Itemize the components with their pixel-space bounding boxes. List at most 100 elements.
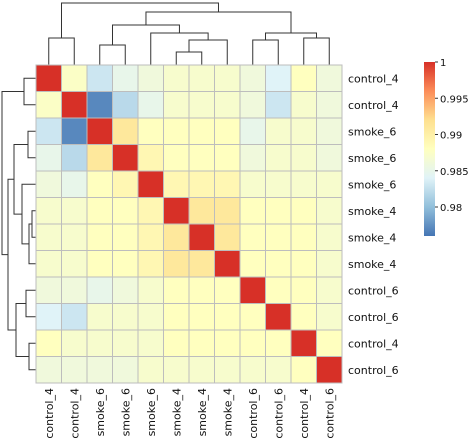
row-label: control_6 (348, 364, 399, 377)
row-label: control_4 (348, 72, 399, 85)
heatmap-cell (86, 303, 113, 331)
heatmap-cell (35, 356, 62, 384)
heatmap-cell (61, 276, 88, 304)
heatmap-cell (35, 223, 62, 251)
heatmap-cell (112, 356, 139, 384)
heatmap-cell (137, 250, 164, 278)
row-label: control_4 (348, 99, 399, 112)
heatmap-cell (163, 276, 190, 304)
column-label: smoke_4 (196, 388, 209, 436)
colorbar-gradient (424, 62, 435, 236)
dendrogram-branch (13, 144, 28, 215)
heatmap-cell (61, 197, 88, 225)
heatmap-cell (239, 303, 266, 331)
heatmap-cell (35, 303, 62, 331)
heatmap-cell (188, 356, 215, 384)
heatmap-cell (137, 303, 164, 331)
dendrogram-branch (23, 77, 36, 106)
heatmap-cell (86, 329, 113, 357)
heatmap-cell (214, 276, 241, 304)
heatmap-cell (239, 64, 266, 92)
colorbar-tick-label: 0.995 (440, 94, 469, 105)
heatmap-cell (112, 117, 139, 145)
heatmap-cell (61, 303, 88, 331)
heatmap-cell (163, 91, 190, 119)
heatmap-cell (188, 250, 215, 278)
dendrogram-branch (15, 303, 29, 357)
heatmap-cell (61, 329, 88, 357)
heatmap-cell (112, 170, 139, 198)
heatmap-cell (137, 329, 164, 357)
heatmap-cell (112, 197, 139, 225)
heatmap-cell (163, 223, 190, 251)
heatmap-cell (290, 64, 317, 92)
dendrogram-branch (150, 32, 209, 65)
heatmap-cell (188, 144, 215, 172)
heatmap-cell (316, 356, 343, 384)
heatmap-cell (86, 170, 113, 198)
heatmap-cell (290, 303, 317, 331)
heatmap-cell (214, 197, 241, 225)
heatmap-cell (265, 276, 292, 304)
heatmap-cell (137, 64, 164, 92)
heatmap-cell (61, 117, 88, 145)
heatmap-cell (239, 329, 266, 357)
heatmap-cell (137, 197, 164, 225)
heatmap-cell (112, 64, 139, 92)
dendrogram-branch (28, 342, 36, 371)
dendrogram-branch (303, 37, 330, 65)
heatmap-cells (35, 64, 343, 384)
heatmap-cell (316, 170, 343, 198)
heatmap-cell (188, 170, 215, 198)
heatmap-cell (316, 329, 343, 357)
heatmap-cell (316, 303, 343, 331)
dendrogram-branch (1, 91, 24, 256)
heatmap-cell (112, 91, 139, 119)
heatmap-cell (316, 91, 343, 119)
heatmap-cell (137, 276, 164, 304)
heatmap-cell (265, 356, 292, 384)
heatmap-cell (290, 276, 317, 304)
heatmap-cell (188, 91, 215, 119)
heatmap-cell (214, 250, 241, 278)
column-label: smoke_6 (94, 388, 107, 436)
heatmap-cell (112, 144, 139, 172)
heatmap-cell (163, 356, 190, 384)
heatmap-cell (239, 197, 266, 225)
dendrogram-branch (99, 44, 126, 65)
heatmap-cell (290, 250, 317, 278)
heatmap-cell (188, 64, 215, 92)
heatmap-cell (86, 223, 113, 251)
heatmap-cell (61, 64, 88, 92)
heatmap-cell (86, 117, 113, 145)
heatmap-cell (112, 303, 139, 331)
heatmap-cell (163, 144, 190, 172)
heatmap-cell (265, 197, 292, 225)
heatmap-cell (265, 329, 292, 357)
column-label: control_4 (43, 388, 56, 439)
dendrogram-branch (112, 24, 180, 45)
column-label: control_4 (68, 388, 81, 439)
heatmap-cell (86, 144, 113, 172)
heatmap-cell (137, 144, 164, 172)
dendrogram-branch (265, 32, 317, 40)
heatmap-cell (112, 276, 139, 304)
heatmap-cell (239, 170, 266, 198)
column-label: smoke_4 (221, 388, 234, 436)
heatmap-cell (265, 117, 292, 145)
heatmap-cell (137, 117, 164, 145)
heatmap-cell (316, 144, 343, 172)
heatmap-cell (316, 276, 343, 304)
heatmap-cell (188, 303, 215, 331)
column-label: smoke_4 (170, 388, 183, 436)
row-label: smoke_4 (348, 231, 396, 244)
heatmap-cell (265, 144, 292, 172)
heatmap-cell (112, 329, 139, 357)
heatmap-cell (214, 144, 241, 172)
row-label: control_6 (348, 311, 399, 324)
column-label: control_4 (298, 388, 311, 439)
colorbar-tick-label: 0.985 (440, 167, 469, 178)
heatmap-cell (137, 170, 164, 198)
dendrogram-branch (61, 2, 219, 38)
row-label: smoke_6 (348, 178, 396, 191)
